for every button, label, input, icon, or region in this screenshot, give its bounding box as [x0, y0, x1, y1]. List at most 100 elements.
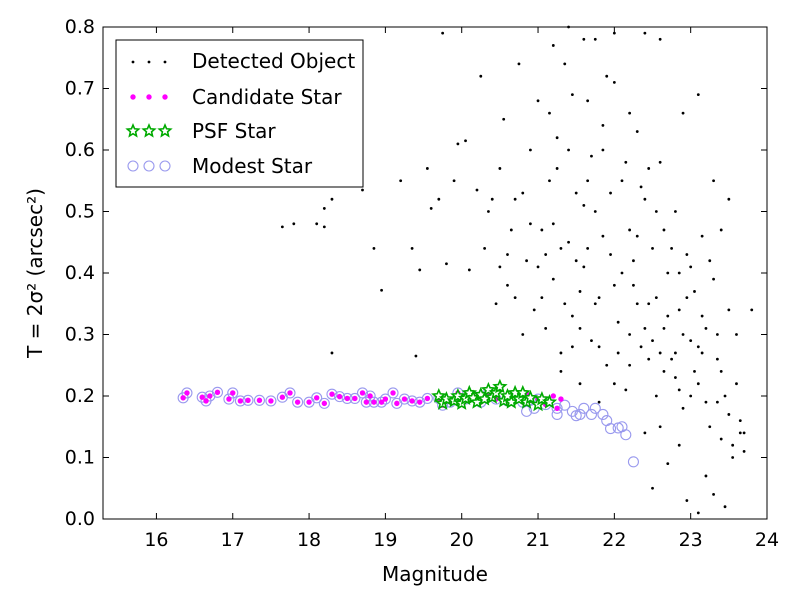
x-tick-label: 18	[297, 529, 321, 551]
y-tick-label: 0.5	[65, 201, 95, 223]
detected-object-point	[582, 265, 586, 269]
detected-object-point	[635, 130, 639, 133]
detected-object-point	[418, 268, 422, 272]
legend-swatch-modest-star	[159, 160, 171, 172]
detected-object-point	[666, 314, 670, 318]
detected-object-point	[670, 357, 673, 361]
detected-object-point	[590, 339, 593, 343]
detected-object-point	[620, 271, 624, 275]
x-tick-label: 16	[144, 529, 168, 551]
detected-object-point	[593, 210, 597, 213]
detected-object-point	[666, 462, 670, 466]
detected-object-point	[578, 326, 582, 330]
modest-star-point	[387, 387, 399, 399]
candidate-star-point	[306, 399, 312, 405]
modest-star-point	[227, 387, 239, 399]
detected-object-point	[559, 247, 563, 250]
detected-object-point	[662, 326, 666, 330]
x-tick-label: 20	[450, 529, 474, 551]
detected-object-point	[361, 188, 364, 192]
detected-object-point	[593, 37, 597, 41]
y-tick-label: 0.3	[65, 324, 95, 346]
detected-object-point	[742, 449, 746, 453]
candidate-star-point	[207, 393, 213, 399]
candidate-star-point	[321, 400, 328, 407]
detected-object-point	[513, 197, 517, 201]
legend-swatch-candidate-star	[130, 94, 136, 100]
detected-object-point	[647, 167, 651, 170]
detected-object-point	[399, 179, 403, 183]
detected-object-point	[330, 197, 334, 201]
detected-object-point	[612, 31, 616, 35]
detected-object-point	[639, 345, 643, 349]
modest-star-point	[242, 394, 254, 406]
detected-object-point	[544, 326, 548, 330]
detected-object-point	[506, 253, 509, 256]
detected-object-point	[570, 93, 574, 97]
y-tick-label: 0.7	[65, 78, 95, 100]
psf-star-point	[522, 389, 539, 405]
detected-object-point	[456, 142, 460, 146]
candidate-star-point	[279, 394, 286, 400]
modest-star-point	[253, 394, 266, 406]
detected-object-point	[597, 345, 601, 349]
detected-object-point	[731, 456, 735, 459]
psf-star-point	[492, 378, 508, 394]
detected-object-point	[586, 179, 590, 183]
detected-object-point	[654, 210, 658, 213]
modest-star-point	[234, 395, 246, 407]
detected-object-point	[605, 74, 609, 78]
detected-object-point	[616, 320, 620, 324]
modest-star-point	[211, 386, 224, 398]
detected-object-point	[601, 234, 605, 238]
detected-object-point	[410, 247, 414, 250]
detected-object-point	[590, 154, 593, 158]
candidate-star-point	[294, 399, 301, 405]
detected-object-point	[704, 326, 708, 330]
detected-object-point	[643, 431, 647, 435]
detected-object-point	[452, 179, 456, 183]
detected-object-point	[677, 443, 681, 447]
detected-object-point	[441, 31, 445, 35]
y-tick-label: 0.2	[65, 385, 95, 407]
legend-swatch-detected-object	[163, 60, 167, 64]
detected-object-point	[582, 203, 586, 207]
candidate-star-point	[230, 390, 236, 396]
modest-star-point	[364, 390, 376, 402]
detected-object-point	[555, 136, 559, 140]
y-tick-label: 0.8	[65, 16, 95, 38]
candidate-star-point	[367, 393, 373, 399]
detected-object-point	[624, 160, 628, 164]
detected-object-point	[502, 117, 506, 121]
legend-swatch-modest-star	[143, 160, 155, 172]
detected-object-point	[632, 283, 635, 287]
candidate-star-point	[203, 398, 209, 404]
legend-label-psf-star: PSF Star	[192, 119, 276, 143]
detected-object-point	[628, 228, 632, 232]
detected-object-point	[525, 259, 528, 263]
detected-object-point	[689, 265, 693, 269]
modest-star-point	[398, 393, 411, 405]
candidate-star-point	[394, 400, 400, 407]
detected-object-point	[315, 222, 319, 226]
detected-object-point	[498, 265, 502, 269]
detected-object-point	[467, 268, 471, 272]
candidate-star-point	[268, 398, 274, 404]
modest-star-point	[406, 395, 418, 407]
detected-object-point	[635, 234, 639, 238]
y-axis-label: T = 2σ² (arcsec²)	[23, 188, 47, 359]
detected-object-point	[487, 210, 490, 213]
detected-object-point	[715, 400, 719, 404]
candidate-star-point	[214, 389, 221, 396]
detected-object-point	[647, 302, 651, 306]
candidate-star-point	[180, 395, 186, 401]
detected-object-point	[643, 31, 647, 35]
modest-star-point	[284, 387, 296, 399]
detected-object-point	[612, 80, 616, 84]
detected-object-point	[559, 351, 563, 355]
detected-object-point	[738, 419, 742, 422]
detected-object-point	[280, 225, 284, 229]
detected-object-point	[483, 247, 487, 250]
detected-object-point	[551, 44, 555, 47]
candidate-star-point	[417, 399, 423, 405]
